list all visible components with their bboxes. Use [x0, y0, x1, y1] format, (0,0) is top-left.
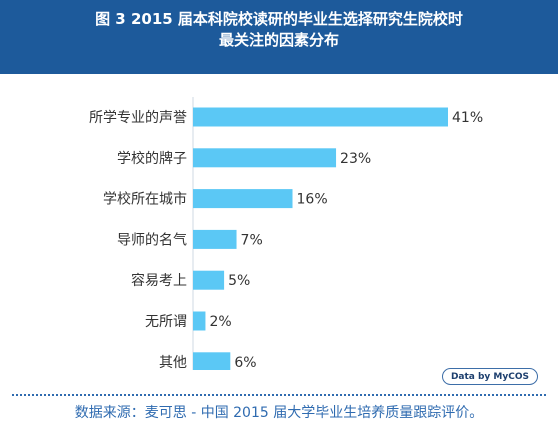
category-label: 导师的名气: [117, 232, 187, 248]
category-label: 容易考上: [131, 272, 187, 289]
bar-chart: 所学专业的声誉 41% 学校的牌子 23% 学校所在城市 16% 导师的名气 7% 容易考上 5%…: [89, 97, 483, 370]
chart-header: 图 3 2015 届本科院校读研的毕业生选择研究生院校时 最关注的因素分布: [0, 0, 558, 74]
chart-title-line-1: 图 3 2015 届本科院校读研的毕业生选择研究生院校时: [95, 10, 463, 28]
category-label: 无所谓: [145, 314, 187, 330]
category-label: 学校所在城市: [103, 191, 187, 208]
bar: [193, 229, 237, 249]
data-source-note: 数据来源：麦可思 - 中国 2015 届大学毕业生培养质量跟踪评价。: [74, 405, 484, 421]
category-label: 其他: [159, 355, 187, 370]
value-label: 5%: [228, 273, 250, 289]
value-label: 16%: [297, 192, 328, 208]
value-label: 23%: [340, 151, 371, 167]
bar: [193, 270, 225, 290]
bar: [193, 352, 231, 370]
divider: [12, 394, 546, 396]
data-by-mycos-badge: Data by MyCOS: [441, 368, 538, 385]
value-label: 2%: [209, 314, 231, 330]
bar: [193, 148, 337, 168]
bar: [193, 107, 448, 127]
value-label: 41%: [452, 110, 483, 126]
value-label: 6%: [234, 355, 256, 370]
category-label: 学校的牌子: [117, 150, 187, 167]
value-label: 7%: [241, 232, 263, 248]
category-label: 所学专业的声誉: [89, 110, 187, 126]
bar: [193, 311, 206, 331]
chart-title-line-2: 最关注的因素分布: [218, 31, 339, 49]
bar: [193, 189, 293, 209]
